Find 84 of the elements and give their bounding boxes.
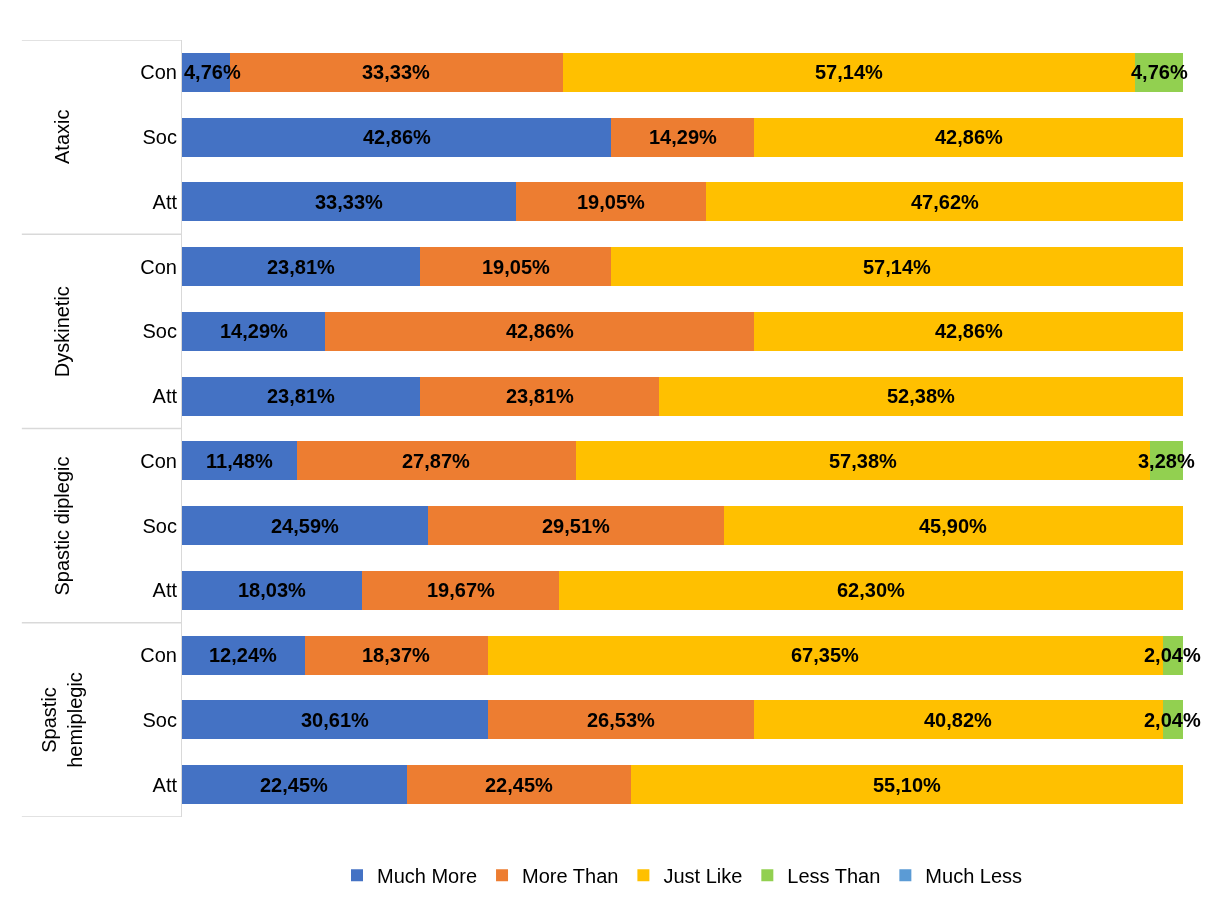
data-label: 57,38%: [829, 450, 898, 472]
data-label: 45,90%: [919, 515, 988, 537]
bar: [296, 441, 576, 481]
bar: [182, 247, 421, 287]
bar: [754, 311, 1183, 351]
legend-label: Much Less: [925, 865, 1023, 888]
data-label: 14,29%: [220, 320, 289, 342]
bar: [362, 570, 560, 610]
text: Dyskinetic: [50, 286, 73, 378]
text: Spastic hemiplegic: [38, 672, 86, 768]
data-label: 24,59%: [271, 515, 340, 537]
text: Ataxic: [50, 109, 73, 165]
bar: [559, 570, 1183, 610]
bar: [182, 182, 516, 222]
data-label: 42,86%: [506, 320, 575, 342]
bar: [515, 182, 707, 222]
data-label: 30,61%: [301, 709, 370, 731]
data-label: 42,86%: [935, 126, 1004, 148]
data-label: 23,81%: [267, 385, 336, 407]
bar: [631, 765, 1183, 805]
y-tick-label: Con: [140, 255, 177, 278]
bar: [304, 635, 489, 675]
bar: [182, 117, 612, 157]
data-label: 19,05%: [577, 191, 646, 213]
y-tick-label: Soc: [142, 514, 177, 537]
data-label: 62,30%: [837, 579, 906, 601]
y-tick-label: Att: [152, 385, 178, 408]
legend-label: Less Than: [787, 865, 881, 888]
data-label: 47,62%: [911, 191, 980, 213]
legend-label: Just Like: [663, 865, 743, 888]
bar: [182, 376, 421, 416]
data-label: 19,67%: [427, 579, 496, 601]
data-label: 14,29%: [649, 126, 718, 148]
y-tick-label: Soc: [142, 320, 177, 343]
bar: [754, 117, 1183, 157]
data-label: 26,53%: [587, 709, 656, 731]
bar: [182, 700, 489, 740]
data-label: 42,86%: [363, 126, 432, 148]
y-tick-label: Con: [140, 449, 177, 472]
bar: [182, 311, 326, 351]
data-label: 12,24%: [209, 644, 278, 666]
text: Spastic diplegic: [51, 456, 74, 596]
bar: [611, 117, 755, 157]
bar: [182, 506, 429, 546]
bar: [706, 182, 1183, 222]
y-tick-label: Att: [152, 773, 178, 796]
data-label: 67,35%: [791, 644, 860, 666]
data-label: 23,81%: [267, 256, 336, 278]
bar: [182, 570, 363, 610]
data-label: 11,48%: [206, 450, 273, 472]
data-label: 23,81%: [506, 385, 575, 407]
bar: [420, 376, 659, 416]
bar: [658, 376, 1183, 416]
y-tick-label: Con: [140, 644, 177, 667]
data-label: 18,37%: [362, 644, 431, 666]
data-label: 52,38%: [887, 385, 956, 407]
data-label: 55,10%: [873, 774, 942, 796]
data-label: 19,05%: [482, 256, 551, 278]
bar: [420, 247, 612, 287]
bar: [325, 311, 755, 351]
y-tick-label: Con: [140, 61, 177, 84]
data-label: 22,45%: [485, 774, 554, 796]
bar: [406, 765, 632, 805]
data-label: 18,03%: [238, 579, 307, 601]
data-label: 33,33%: [315, 191, 384, 213]
data-label: 29,51%: [542, 515, 611, 537]
data-label: 33,33%: [362, 61, 431, 83]
legend-label: More Than: [522, 865, 619, 888]
data-label: 27,87%: [402, 450, 471, 472]
y-tick-label: Att: [152, 579, 178, 602]
bar: [723, 506, 1183, 546]
data-label: 57,14%: [815, 61, 884, 83]
bar: [428, 506, 724, 546]
data-label: 40,82%: [924, 709, 993, 731]
bar: [182, 765, 407, 805]
bar: [488, 700, 754, 740]
data-label: 42,86%: [935, 320, 1004, 342]
y-tick-label: Soc: [142, 126, 177, 149]
y-tick-label: Soc: [142, 708, 177, 731]
data-label: 22,45%: [260, 774, 329, 796]
y-tick-label: Att: [152, 190, 178, 213]
legend-label: Much More: [377, 865, 478, 888]
bar: [611, 247, 1183, 287]
data-label: 57,14%: [863, 256, 932, 278]
